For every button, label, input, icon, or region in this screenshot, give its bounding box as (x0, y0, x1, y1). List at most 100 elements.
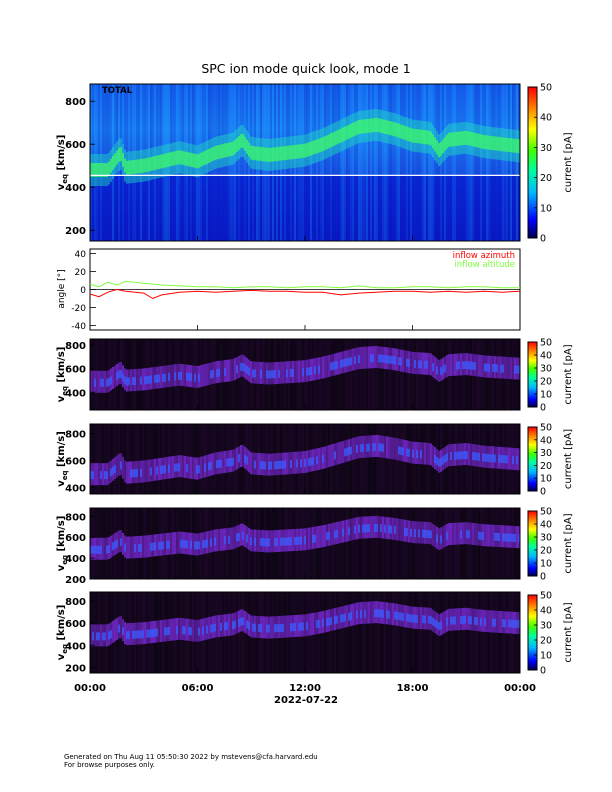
channel-band-core (510, 533, 512, 542)
channel-column (478, 592, 480, 673)
total-band-core (272, 147, 274, 162)
total-stripe (326, 84, 328, 241)
colorbar-label: current [pA] (563, 429, 574, 489)
channel-band-core (454, 451, 456, 460)
total-stripe (118, 84, 120, 241)
channel-band-core (376, 609, 378, 618)
total-stripe (506, 84, 508, 241)
total-stripe (224, 84, 226, 241)
channel-band (108, 462, 110, 485)
channel-band (264, 362, 266, 385)
channel-column (416, 339, 418, 410)
channel-band (354, 437, 356, 460)
channel-band (200, 619, 202, 642)
total-band-core (328, 134, 330, 149)
total-band-core (296, 144, 298, 159)
channel-band (170, 618, 172, 641)
y-tick-label: 200 (65, 575, 86, 586)
channel-band (426, 442, 428, 465)
channel-band (128, 461, 130, 484)
total-stripe (518, 84, 520, 241)
total-band-core (230, 142, 232, 157)
channel-band (462, 522, 464, 545)
channel-band (510, 447, 512, 470)
y-tick-label: 600 (65, 140, 86, 151)
channel-band-core (414, 614, 416, 623)
colorbar-tick-label: 30 (540, 143, 552, 154)
channel-band-core (242, 362, 244, 371)
total-stripe (216, 84, 218, 241)
channel-band-core (316, 620, 318, 629)
total-band-core (154, 156, 156, 171)
colorbar-tick-label: 0 (540, 234, 546, 245)
channel-band-core (518, 534, 520, 543)
channel-band-core (184, 626, 186, 635)
channel-column (366, 424, 368, 494)
channel-band (288, 615, 290, 638)
total-band-core (476, 133, 478, 148)
total-stripe (432, 84, 434, 241)
total-stripe (246, 84, 248, 241)
channel-band (458, 522, 460, 545)
total-stripe (290, 84, 292, 241)
channel-column (384, 592, 386, 673)
colorbar-tick-label: 30 (540, 533, 552, 544)
channel-column (342, 508, 344, 579)
channel-column (368, 339, 370, 410)
channel-band (242, 444, 244, 467)
total-band-core (290, 145, 292, 160)
channel-column (376, 424, 378, 494)
channel-band-core (294, 623, 296, 632)
total-band-core (394, 122, 396, 137)
total-band-core (206, 149, 208, 164)
total-band-core (360, 119, 362, 134)
channel-band-core (478, 531, 480, 540)
channel-band (218, 615, 220, 638)
channel-band-core (434, 455, 436, 464)
channel-band (328, 354, 330, 377)
channel-band (448, 444, 450, 467)
channel-band (422, 442, 424, 465)
channel-band-core (154, 542, 156, 551)
channel-column (128, 424, 130, 494)
channel-band-core (126, 631, 128, 640)
channel-column (432, 592, 434, 673)
colorbar-label: current [pA] (563, 344, 574, 404)
channel-band-core (176, 626, 178, 635)
channel-band (372, 516, 374, 539)
channel-column (340, 592, 342, 673)
channel-column (426, 592, 428, 673)
colorbar-tick-label: 50 (540, 338, 552, 349)
channel-column (386, 508, 388, 579)
channel-column (344, 592, 346, 673)
total-stripe (344, 84, 346, 241)
total-stripe (454, 84, 456, 241)
channel-band (310, 613, 312, 636)
colorbar-tick-label: 30 (540, 448, 552, 459)
channel-band-core (138, 543, 140, 552)
channel-band-core (372, 354, 374, 363)
channel-band-core (290, 537, 292, 546)
channel-band (286, 452, 288, 475)
channel-band (372, 601, 374, 624)
channel-band-core (348, 447, 350, 456)
channel-band (392, 603, 394, 626)
total-band-core (366, 119, 368, 134)
channel-band-core (374, 523, 376, 532)
channel-column (428, 592, 430, 673)
channel-band (368, 601, 370, 624)
channel-column (392, 592, 394, 673)
channel-band (316, 526, 318, 549)
channel-band-core (160, 541, 162, 550)
channel-column (352, 508, 354, 579)
channel-band-core (244, 454, 246, 463)
total-stripe (394, 84, 396, 241)
channel-band-core (246, 620, 248, 629)
total-band-core (348, 124, 350, 139)
channel-band (478, 354, 480, 377)
channel-band (118, 453, 120, 476)
channel-band-core (142, 630, 144, 639)
channel-band-core (414, 529, 416, 538)
y-tick-label: 800 (65, 97, 86, 108)
channel-band (352, 518, 354, 541)
